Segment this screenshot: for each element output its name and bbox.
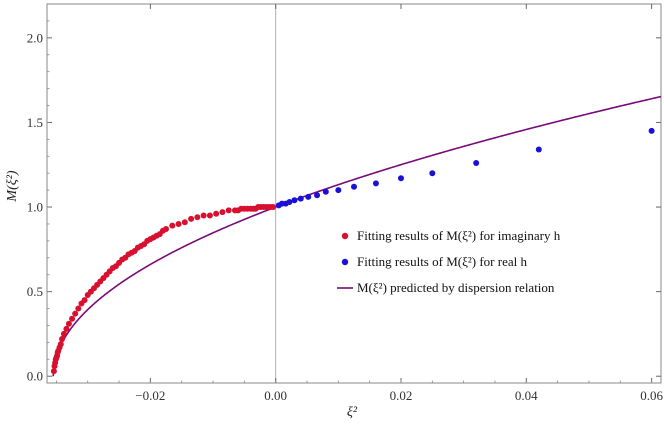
- imaginary-h-point: [219, 209, 226, 216]
- y-tick-label: 0.5: [27, 284, 43, 299]
- x-axis-title: ξ²: [347, 405, 358, 420]
- imaginary-h-point: [194, 214, 201, 221]
- y-tick-label: 1.5: [27, 115, 43, 130]
- y-tick-label: 1.0: [27, 200, 43, 215]
- imaginary-h-point: [270, 204, 277, 211]
- imaginary-h-point: [72, 310, 79, 317]
- data-points: [50, 127, 655, 375]
- imaginary-h-point: [81, 297, 88, 304]
- real-h-point: [291, 197, 298, 204]
- real-h-point: [305, 193, 312, 200]
- plot-frame: [46, 3, 662, 384]
- plot-border: [46, 3, 662, 384]
- x-tick-label: 0.00: [264, 388, 287, 403]
- real-h-point: [372, 180, 379, 187]
- real-h-point: [335, 187, 342, 194]
- legend: Fitting results of M(ξ²) for imaginary h…: [337, 228, 561, 295]
- real-h-point: [286, 198, 293, 205]
- x-tick-label: 0.06: [640, 388, 663, 403]
- x-axis-ticks: −0.02 0.00 0.02 0.04 0.06: [55, 4, 663, 403]
- real-h-point: [429, 170, 436, 177]
- real-h-point: [351, 183, 357, 190]
- real-h-point: [322, 188, 329, 195]
- imaginary-h-point: [225, 207, 232, 214]
- imaginary-h-point: [169, 222, 176, 229]
- x-tick-label: 0.04: [515, 388, 538, 403]
- x-tick-label: 0.02: [390, 388, 413, 403]
- imaginary-h-point: [175, 220, 182, 227]
- imaginary-h-point: [65, 320, 72, 327]
- real-h-point: [535, 146, 542, 153]
- y-axis-title: M(ξ²): [5, 170, 20, 203]
- y-tick-label: 0.0: [27, 369, 43, 384]
- real-h-point: [473, 160, 480, 167]
- imaginary-h-point: [60, 330, 67, 337]
- imaginary-h-point: [59, 336, 66, 343]
- imaginary-h-point: [163, 226, 170, 233]
- real-h-point: [397, 175, 404, 182]
- y-axis-ticks: 0.0 0.5 1.0 1.5 2.0: [27, 20, 661, 384]
- imaginary-h-point: [206, 212, 213, 219]
- legend-label-dispersion: M(ξ²) predicted by dispersion relation: [357, 280, 555, 295]
- dispersion-curve: [52, 95, 662, 377]
- imaginary-h-point: [69, 315, 76, 322]
- imaginary-h-point: [213, 210, 220, 217]
- legend-label-imaginary: Fitting results of M(ξ²) for imaginary h: [357, 228, 561, 243]
- real-h-point: [648, 127, 655, 134]
- imaginary-h-point: [75, 305, 82, 312]
- y-tick-label: 2.0: [27, 30, 43, 45]
- x-tick-label: −0.02: [135, 388, 165, 403]
- imaginary-h-point: [50, 368, 57, 375]
- real-h-point: [297, 195, 304, 202]
- imaginary-h-point: [181, 219, 188, 226]
- real-h-point: [314, 192, 321, 199]
- imaginary-h-point: [188, 215, 195, 222]
- legend-marker-real: [341, 258, 349, 266]
- legend-label-real: Fitting results of M(ξ²) for real h: [357, 254, 527, 269]
- imaginary-h-point: [200, 212, 207, 219]
- legend-marker-imaginary: [341, 232, 349, 240]
- imaginary-h-point: [57, 341, 64, 348]
- imaginary-h-point: [63, 325, 70, 332]
